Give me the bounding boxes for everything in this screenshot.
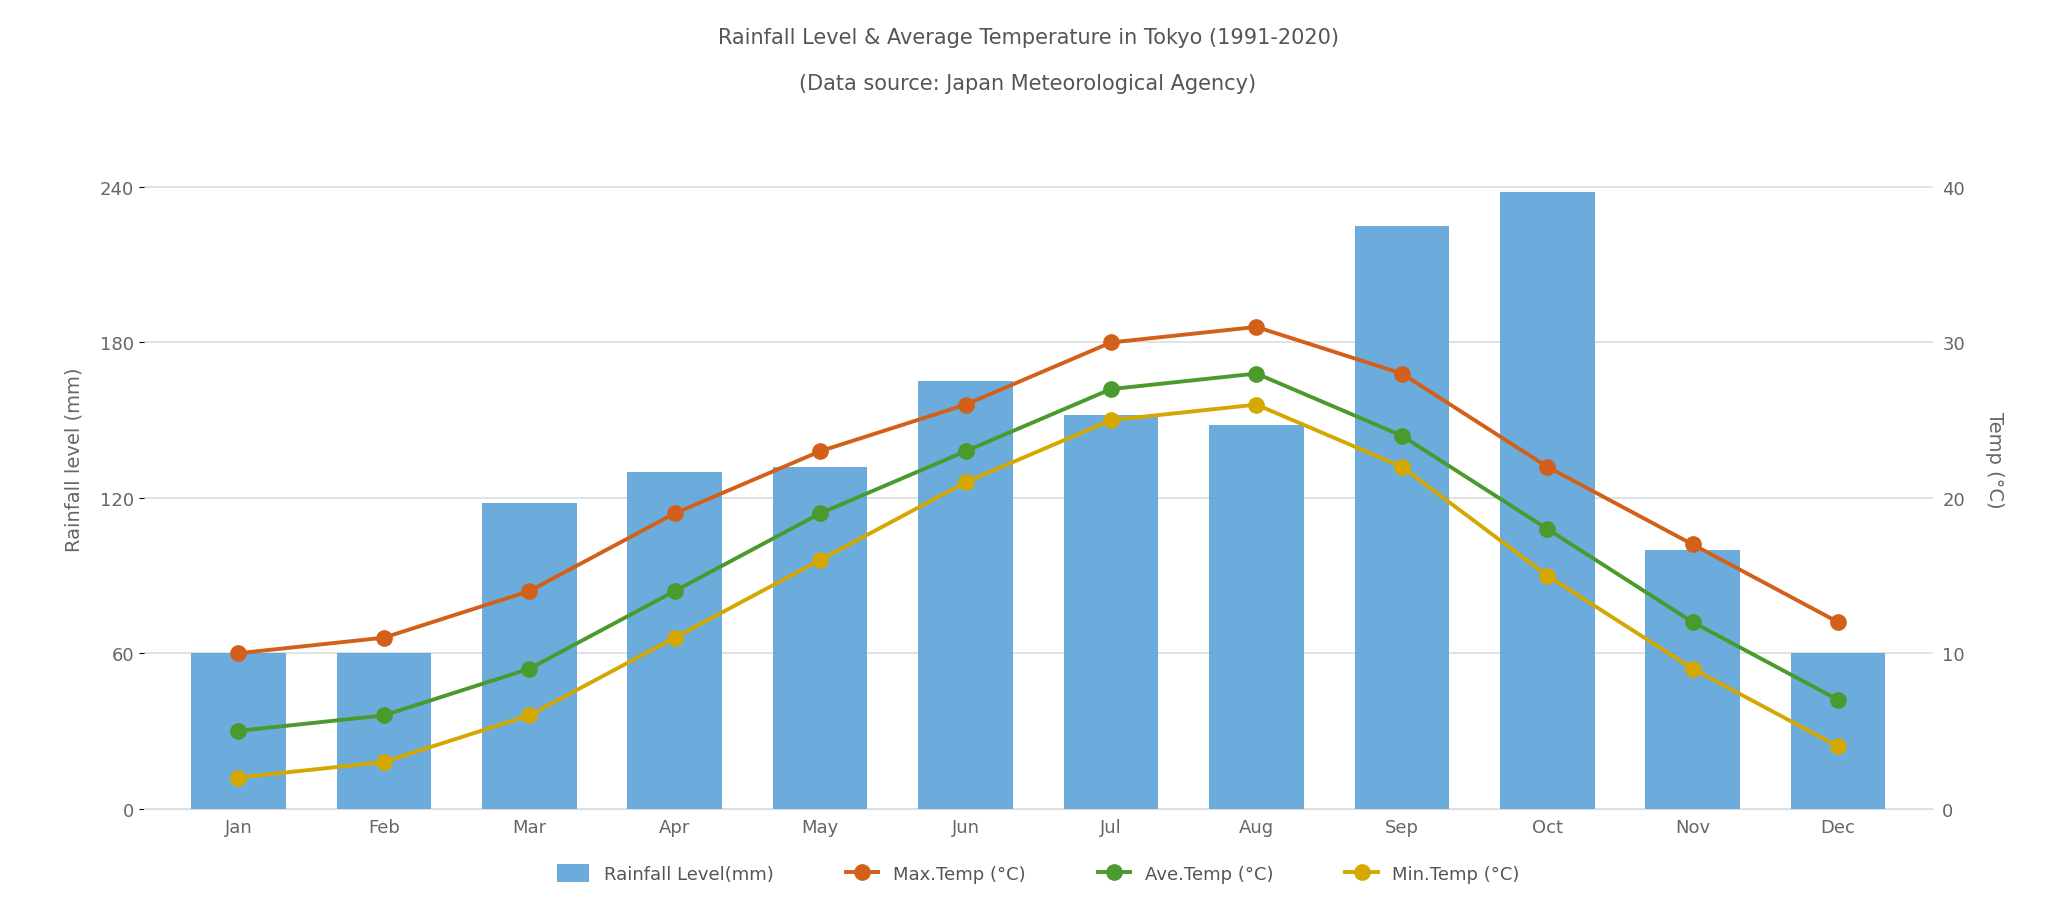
Y-axis label: Rainfall level (mm): Rainfall level (mm)	[64, 368, 84, 551]
Bar	[919, 382, 1014, 809]
Bar	[1209, 425, 1304, 809]
Text: (Data source: Japan Meteorological Agency): (Data source: Japan Meteorological Agenc…	[800, 74, 1256, 94]
Bar	[481, 504, 576, 809]
Bar	[627, 472, 722, 809]
Bar	[773, 467, 868, 809]
Bar	[191, 653, 286, 809]
Legend: Rainfall Level(mm), Max.Temp (°C), Ave.Temp (°C), Min.Temp (°C): Rainfall Level(mm), Max.Temp (°C), Ave.T…	[549, 857, 1528, 891]
Y-axis label: Temp (°C): Temp (°C)	[1984, 411, 2003, 508]
Bar	[1645, 550, 1739, 809]
Text: Rainfall Level & Average Temperature in Tokyo (1991-2020): Rainfall Level & Average Temperature in …	[718, 28, 1338, 48]
Bar	[1501, 193, 1595, 809]
Bar	[1063, 415, 1158, 809]
Bar	[1355, 227, 1449, 809]
Bar	[337, 653, 432, 809]
Bar	[1791, 653, 1885, 809]
